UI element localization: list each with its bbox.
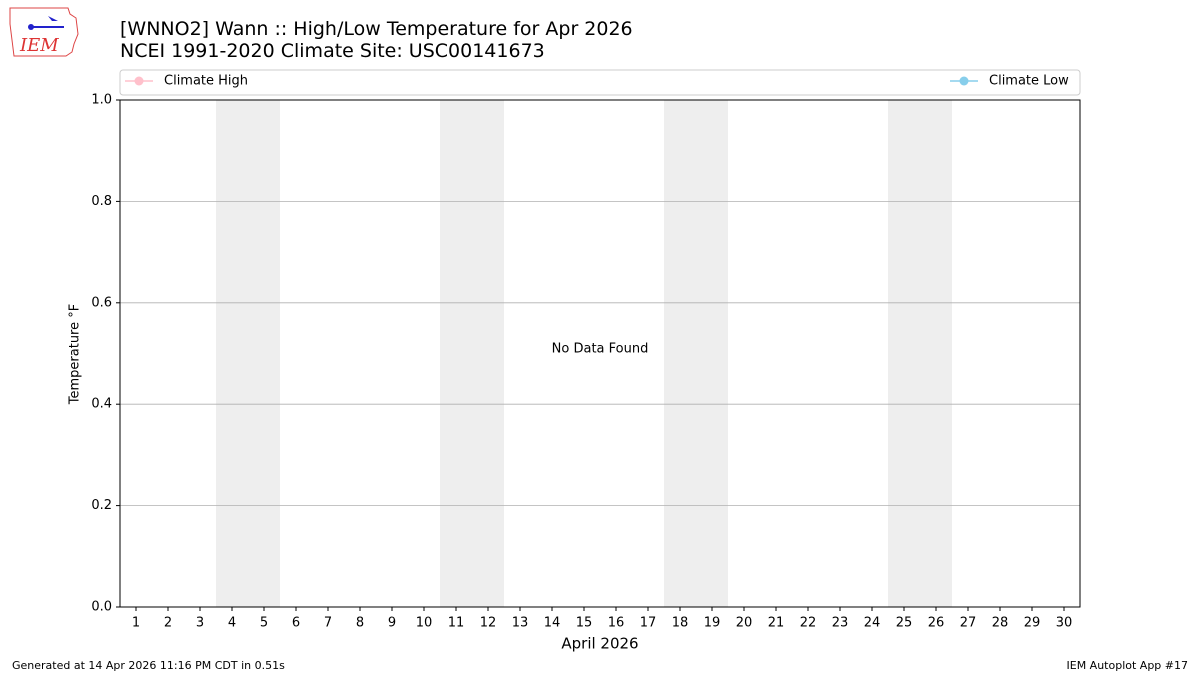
- x-tick-label: 16: [608, 616, 625, 631]
- x-tick-label: 10: [416, 616, 433, 631]
- legend-label: Climate High: [164, 74, 248, 89]
- annotation: No Data Found: [552, 342, 649, 357]
- x-tick-label: 22: [800, 616, 817, 631]
- x-tick-label: 14: [544, 616, 561, 631]
- x-tick-label: 21: [768, 616, 785, 631]
- x-tick-label: 12: [480, 616, 497, 631]
- shaded-span: [216, 100, 280, 607]
- x-tick-label: 9: [388, 616, 396, 631]
- x-tick-label: 24: [864, 616, 881, 631]
- footer-left: Generated at 14 Apr 2026 11:16 PM CDT in…: [12, 659, 285, 672]
- plot-frame: [119, 99, 1081, 608]
- legend-label: Climate Low: [989, 74, 1069, 89]
- x-tick-label: 5: [260, 616, 268, 631]
- y-tick-label: 1.0: [91, 93, 112, 108]
- x-tick-label: 1: [132, 616, 140, 631]
- x-tick-label: 15: [576, 616, 593, 631]
- logo-text: IEM: [19, 35, 59, 56]
- x-tick-label: 8: [356, 616, 364, 631]
- logo-outline: [9, 7, 79, 57]
- chart-title: [WNNO2] Wann :: High/Low Temperature for…: [120, 18, 633, 40]
- x-tick-label: 28: [992, 616, 1009, 631]
- x-tick-label: 23: [832, 616, 849, 631]
- x-tick-label: 27: [960, 616, 977, 631]
- legend-box: [119, 69, 1081, 96]
- x-tick-label: 3: [196, 616, 204, 631]
- legend-marker: [959, 76, 969, 86]
- shaded-span: [664, 100, 728, 607]
- x-tick-label: 25: [896, 616, 913, 631]
- x-tick-label: 2: [164, 616, 172, 631]
- x-axis-label: April 2026: [561, 635, 638, 653]
- logo-dot: [28, 24, 34, 30]
- y-tick-label: 0.2: [91, 498, 112, 513]
- y-tick-label: 0.4: [91, 397, 112, 412]
- x-tick-label: 29: [1024, 616, 1041, 631]
- x-tick-label: 4: [228, 616, 236, 631]
- x-tick-label: 11: [448, 616, 465, 631]
- x-tick-label: 17: [640, 616, 657, 631]
- x-tick-label: 20: [736, 616, 753, 631]
- x-tick-label: 19: [704, 616, 721, 631]
- x-tick-label: 18: [672, 616, 689, 631]
- y-tick-label: 0.0: [91, 600, 112, 615]
- logo-flag: [48, 16, 58, 21]
- x-tick-label: 13: [512, 616, 529, 631]
- logo: IEM: [9, 7, 79, 57]
- legend-marker: [134, 76, 144, 86]
- shaded-span: [888, 100, 952, 607]
- x-tick-label: 7: [324, 616, 332, 631]
- shaded-span: [440, 100, 504, 607]
- footer-right: IEM Autoplot App #17: [1067, 659, 1189, 672]
- chart-subtitle: NCEI 1991-2020 Climate Site: USC00141673: [120, 40, 545, 62]
- x-tick-label: 26: [928, 616, 945, 631]
- x-tick-label: 30: [1056, 616, 1073, 631]
- y-tick-label: 0.8: [91, 194, 112, 209]
- x-tick-label: 6: [292, 616, 300, 631]
- y-axis-label: Temperature °F: [68, 304, 83, 405]
- y-tick-label: 0.6: [91, 295, 112, 310]
